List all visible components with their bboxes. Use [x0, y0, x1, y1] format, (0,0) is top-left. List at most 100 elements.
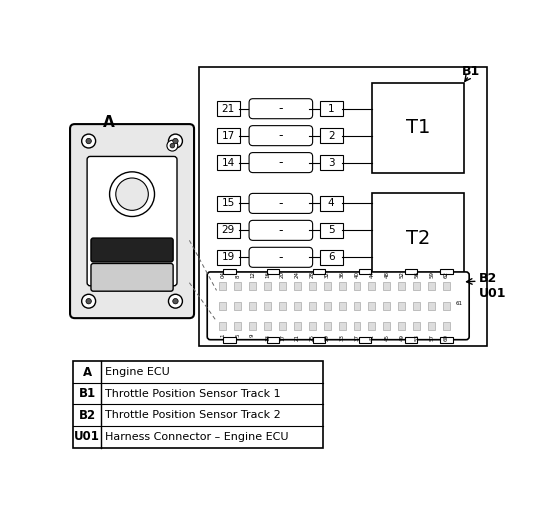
- Text: 1: 1: [328, 104, 334, 114]
- FancyBboxPatch shape: [319, 223, 343, 238]
- FancyBboxPatch shape: [339, 281, 346, 290]
- FancyBboxPatch shape: [384, 281, 390, 290]
- Text: A: A: [83, 366, 92, 378]
- FancyBboxPatch shape: [249, 125, 312, 146]
- FancyBboxPatch shape: [324, 322, 330, 330]
- Text: 13: 13: [265, 334, 270, 340]
- Text: B1: B1: [461, 65, 480, 78]
- FancyBboxPatch shape: [279, 322, 286, 330]
- FancyBboxPatch shape: [216, 196, 240, 211]
- FancyBboxPatch shape: [413, 302, 420, 310]
- FancyBboxPatch shape: [404, 269, 417, 274]
- FancyBboxPatch shape: [234, 302, 241, 310]
- Circle shape: [86, 138, 92, 144]
- Text: 17: 17: [280, 334, 285, 340]
- Text: 29: 29: [221, 226, 235, 235]
- Text: -: -: [278, 156, 283, 169]
- Text: 17: 17: [221, 131, 235, 141]
- Text: 29: 29: [324, 334, 330, 340]
- FancyBboxPatch shape: [319, 101, 343, 116]
- FancyBboxPatch shape: [441, 269, 453, 274]
- FancyBboxPatch shape: [441, 337, 453, 343]
- FancyBboxPatch shape: [319, 128, 343, 143]
- Text: 52: 52: [399, 271, 404, 278]
- FancyBboxPatch shape: [384, 322, 390, 330]
- FancyBboxPatch shape: [428, 302, 435, 310]
- Text: -: -: [278, 129, 283, 142]
- FancyBboxPatch shape: [404, 337, 417, 343]
- Text: 61: 61: [455, 301, 462, 306]
- FancyBboxPatch shape: [249, 247, 312, 267]
- FancyBboxPatch shape: [91, 264, 173, 291]
- Text: 2: 2: [328, 131, 334, 141]
- Text: 59: 59: [429, 271, 434, 278]
- Text: 60: 60: [444, 334, 449, 340]
- FancyBboxPatch shape: [219, 281, 226, 290]
- FancyBboxPatch shape: [319, 196, 343, 211]
- Text: B2: B2: [78, 408, 96, 422]
- FancyBboxPatch shape: [368, 322, 375, 330]
- Circle shape: [173, 299, 178, 304]
- FancyBboxPatch shape: [368, 281, 375, 290]
- Circle shape: [173, 138, 178, 144]
- Text: 04: 04: [220, 271, 225, 278]
- FancyBboxPatch shape: [353, 302, 361, 310]
- FancyBboxPatch shape: [372, 82, 464, 173]
- Ellipse shape: [116, 178, 149, 210]
- Circle shape: [167, 140, 178, 151]
- FancyBboxPatch shape: [358, 337, 371, 343]
- Text: 9: 9: [250, 334, 255, 337]
- Text: Throttle Position Sensor Track 2: Throttle Position Sensor Track 2: [105, 410, 281, 420]
- Text: 3: 3: [328, 157, 334, 168]
- FancyBboxPatch shape: [266, 269, 279, 274]
- FancyBboxPatch shape: [428, 281, 435, 290]
- FancyBboxPatch shape: [234, 322, 241, 330]
- FancyBboxPatch shape: [234, 281, 241, 290]
- FancyBboxPatch shape: [358, 269, 371, 274]
- Text: 4: 4: [328, 199, 334, 208]
- Text: 21: 21: [221, 104, 235, 114]
- FancyBboxPatch shape: [319, 249, 343, 265]
- Text: 20: 20: [280, 271, 285, 278]
- Text: B1: B1: [78, 387, 96, 400]
- FancyBboxPatch shape: [339, 302, 346, 310]
- FancyBboxPatch shape: [294, 281, 301, 290]
- FancyBboxPatch shape: [249, 302, 256, 310]
- FancyBboxPatch shape: [324, 302, 330, 310]
- FancyBboxPatch shape: [87, 156, 177, 286]
- FancyBboxPatch shape: [219, 302, 226, 310]
- FancyBboxPatch shape: [339, 322, 346, 330]
- FancyBboxPatch shape: [398, 302, 405, 310]
- Text: 1: 1: [220, 334, 225, 337]
- FancyBboxPatch shape: [216, 249, 240, 265]
- Text: 37: 37: [355, 334, 359, 340]
- FancyBboxPatch shape: [353, 281, 361, 290]
- FancyBboxPatch shape: [413, 281, 420, 290]
- Text: 14: 14: [221, 157, 235, 168]
- FancyBboxPatch shape: [249, 152, 312, 173]
- FancyBboxPatch shape: [249, 220, 312, 240]
- FancyBboxPatch shape: [249, 99, 312, 119]
- FancyBboxPatch shape: [372, 194, 464, 284]
- Text: B2: B2: [480, 272, 498, 284]
- Text: 25: 25: [310, 334, 315, 340]
- Text: 24: 24: [295, 271, 300, 278]
- Text: 48: 48: [384, 271, 389, 278]
- FancyBboxPatch shape: [216, 101, 240, 116]
- Text: Throttle Position Sensor Track 1: Throttle Position Sensor Track 1: [105, 389, 281, 399]
- Text: 36: 36: [340, 271, 345, 278]
- FancyBboxPatch shape: [398, 322, 405, 330]
- Text: U01: U01: [74, 430, 100, 443]
- FancyBboxPatch shape: [216, 128, 240, 143]
- FancyBboxPatch shape: [249, 194, 312, 213]
- Text: 6: 6: [328, 252, 334, 262]
- FancyBboxPatch shape: [264, 281, 271, 290]
- Text: 21: 21: [295, 334, 300, 340]
- FancyBboxPatch shape: [294, 322, 301, 330]
- FancyBboxPatch shape: [264, 322, 271, 330]
- FancyBboxPatch shape: [73, 361, 323, 448]
- FancyBboxPatch shape: [279, 302, 286, 310]
- FancyBboxPatch shape: [312, 337, 325, 343]
- FancyBboxPatch shape: [443, 281, 450, 290]
- FancyBboxPatch shape: [384, 302, 390, 310]
